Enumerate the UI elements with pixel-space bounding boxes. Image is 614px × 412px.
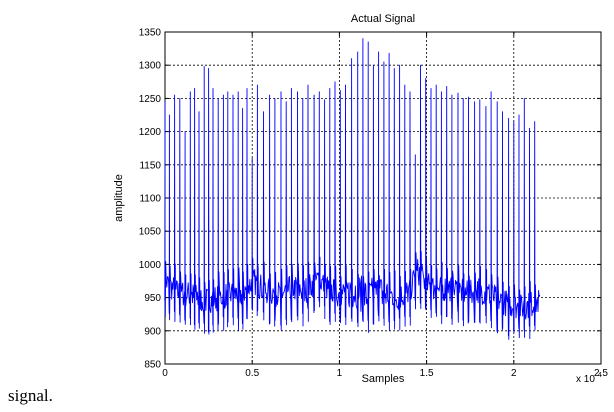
x-axis-multiplier-exponent: 4 (598, 372, 602, 379)
y-tick-label: 900 (144, 326, 161, 337)
signal-plot (164, 38, 541, 340)
grid (165, 32, 601, 364)
x-tick-label: 0.5 (245, 368, 259, 379)
y-tick-label: 950 (144, 293, 161, 304)
x-axis-multiplier-base: x 10 (576, 374, 595, 385)
x-tick-label: 2.5 (594, 368, 608, 379)
y-tick-label: 850 (144, 360, 161, 371)
caption-text: signal. (8, 386, 53, 405)
x-tick-label: 0 (162, 368, 168, 379)
chart-title: Actual Signal (351, 13, 415, 25)
y-tick-label: 1000 (139, 260, 162, 271)
x-axis-multiplier: x 10 4 (576, 372, 602, 385)
y-tick-label: 1150 (139, 160, 161, 171)
x-axis: 0 0.5 1 1.5 2 2.5 (162, 32, 608, 379)
chart: Actual Signal 0 0.5 1 1.5 2 2.5 850 900 950 1000… (113, 13, 608, 385)
y-tick-label: 1200 (139, 127, 162, 138)
x-tick-label: 1 (337, 368, 343, 379)
x-tick-label: 1.5 (420, 368, 434, 379)
signal-line (164, 38, 541, 340)
y-tick-label: 1300 (139, 61, 162, 72)
y-tick-label: 1350 (139, 28, 162, 39)
y-axis: 850 900 950 1000 1050 1100 1150 1200 1250 1300 135… (139, 28, 601, 371)
y-tick-label: 1050 (139, 227, 162, 238)
x-axis-label: Samples (362, 373, 405, 385)
x-tick-label: 2 (511, 368, 517, 379)
y-axis-label: amplitude (113, 174, 125, 222)
y-tick-label: 1250 (139, 94, 162, 105)
y-tick-label: 1100 (139, 194, 161, 205)
